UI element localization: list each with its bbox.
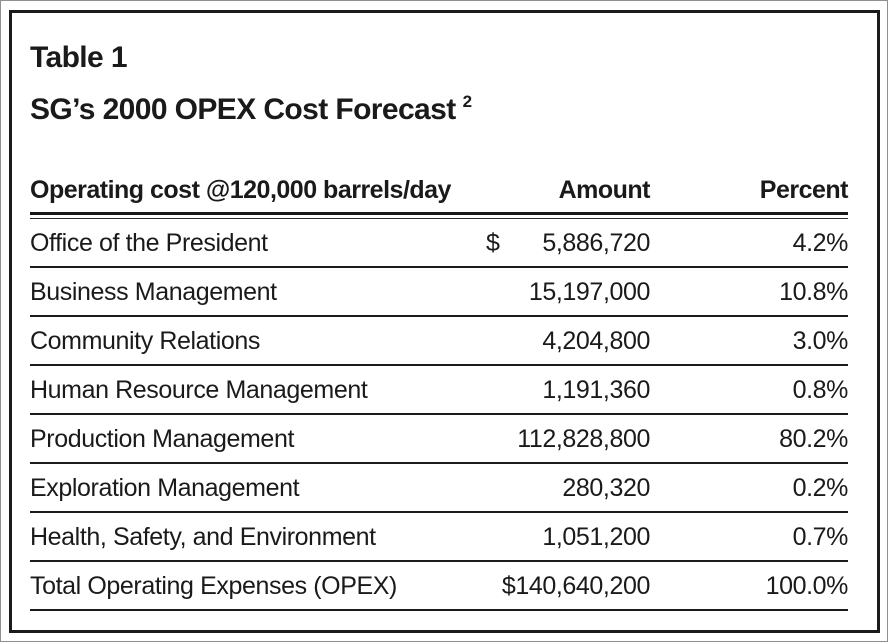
row-percent-value: 0.2% [792,474,849,502]
row-amount-value: 4,204,800 [542,327,650,355]
total-amount-value: $140,640,200 [501,572,651,600]
row-amount-value: 1,191,360 [542,376,650,404]
row-amount-cell: 1,191,360 [486,376,650,405]
row-percent-value: 80.2% [779,425,848,453]
row-amount-cell: 1,051,200 [486,523,650,552]
column-header-percent: Percent [759,176,849,204]
table-row: Office of the President $ 5,886,720 4.2% [30,219,848,268]
row-percent-value: 3.0% [792,327,849,355]
row-label: Health, Safety, and Environment [30,523,376,551]
row-amount-cell: 15,197,000 [486,278,651,307]
table-row: Community Relations 4,204,800 3.0% [30,317,848,366]
row-label: Business Management [30,278,277,306]
table-figure-frame: Table 1 SG’s 2000 OPEX Cost Forecast 2 Op… [9,10,880,633]
row-amount-cell: 112,828,800 [486,425,650,454]
row-label: Community Relations [30,327,260,355]
table-row: Human Resource Management 1,191,360 0.8% [30,366,848,415]
table-row: Business Management 15,197,000 10.8% [30,268,848,317]
column-header-operating-cost: Operating cost @120,000 barrels/day [30,176,451,204]
total-percent-value: 100.0% [765,572,849,600]
row-label: Human Resource Management [30,376,368,404]
table-row: Production Management 112,828,800 80.2% [30,415,848,464]
row-percent-value: 4.2% [792,229,849,257]
table-row: Health, Safety, and Environment 1,051,20… [30,513,848,562]
row-percent-value: 10.8% [779,278,848,306]
currency-symbol: $ [486,229,500,257]
column-header-amount: Amount [558,176,651,204]
table-row: Exploration Management 280,320 0.2% [30,464,848,513]
table-title-text: SG’s 2000 OPEX Cost Forecast [30,93,456,126]
total-amount-cell: $140,640,200 [486,572,651,601]
table-header-row: Operating cost @120,000 barrels/day Amou… [30,174,849,212]
row-amount-value: 5,886,720 [542,229,650,257]
row-amount-value: 112,828,800 [517,425,650,453]
header-rule [30,212,848,219]
row-percent-value: 0.7% [792,523,849,551]
row-amount-cell: 280,320 [486,474,650,503]
row-amount-cell: $ 5,886,720 [486,229,650,258]
table-total-row: Total Operating Expenses (OPEX) $140,640… [30,562,848,611]
row-label: Exploration Management [30,474,300,502]
table-body: Office of the President $ 5,886,720 4.2%… [30,219,848,562]
row-amount-cell: 4,204,800 [486,327,650,356]
row-amount-value: 1,051,200 [542,523,650,551]
footnote-marker: 2 [462,92,472,111]
row-amount-value: 15,197,000 [528,278,651,306]
total-label: Total Operating Expenses (OPEX) [30,572,397,600]
row-label: Production Management [30,425,294,453]
opex-table: Operating cost @120,000 barrels/day Amou… [30,174,849,611]
table-title-block: Table 1 SG’s 2000 OPEX Cost Forecast 2 [30,36,848,132]
table-number: Table 1 [30,41,128,74]
row-label: Office of the President [30,229,268,257]
table-title: SG’s 2000 OPEX Cost Forecast 2 [30,80,848,132]
row-percent-value: 0.8% [792,376,849,404]
row-amount-value: 280,320 [562,474,650,502]
